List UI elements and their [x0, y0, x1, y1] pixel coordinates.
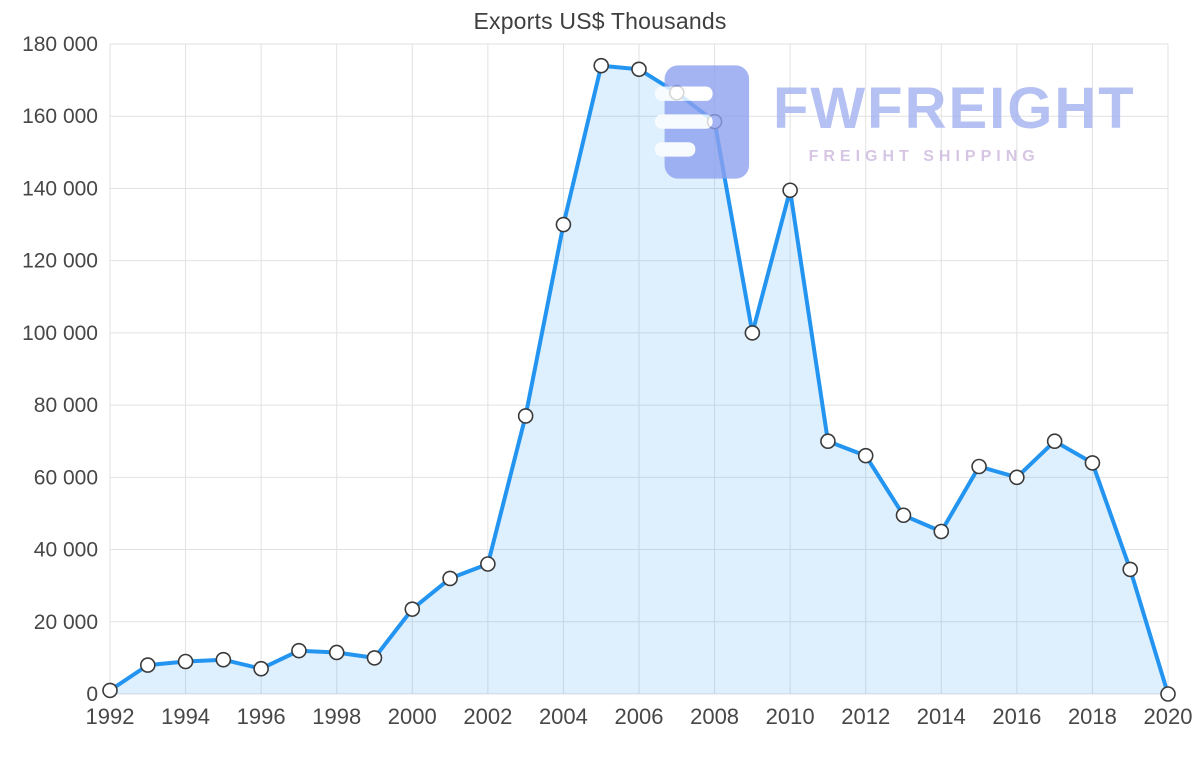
- svg-text:1994: 1994: [161, 704, 210, 729]
- svg-text:60 000: 60 000: [34, 466, 98, 489]
- svg-text:2018: 2018: [1068, 704, 1117, 729]
- svg-text:2000: 2000: [388, 704, 437, 729]
- svg-text:2008: 2008: [690, 704, 739, 729]
- svg-text:2002: 2002: [463, 704, 512, 729]
- svg-text:0: 0: [86, 683, 98, 706]
- series-area: [110, 65, 1168, 694]
- svg-text:1992: 1992: [86, 704, 135, 729]
- svg-text:2014: 2014: [917, 704, 966, 729]
- gridlines: [109, 43, 1169, 695]
- svg-text:80 000: 80 000: [34, 394, 98, 417]
- svg-text:40 000: 40 000: [34, 539, 98, 562]
- svg-text:120 000: 120 000: [22, 250, 98, 273]
- svg-text:2010: 2010: [766, 704, 815, 729]
- svg-text:140 000: 140 000: [22, 177, 98, 200]
- svg-text:2016: 2016: [992, 704, 1041, 729]
- chart-title: Exports US$ Thousands: [473, 8, 727, 34]
- svg-text:2006: 2006: [615, 704, 664, 729]
- svg-text:180 000: 180 000: [22, 33, 98, 56]
- svg-text:2012: 2012: [841, 704, 890, 729]
- svg-text:2004: 2004: [539, 704, 588, 729]
- svg-text:100 000: 100 000: [22, 322, 98, 345]
- svg-text:1998: 1998: [312, 704, 361, 729]
- svg-text:160 000: 160 000: [22, 105, 98, 128]
- x-axis-labels: 1992 1994 1996 1998 2000 2002 2004 2006 2008 2010…: [86, 704, 1193, 729]
- svg-text:2020: 2020: [1144, 704, 1193, 729]
- svg-text:20 000: 20 000: [34, 611, 98, 634]
- svg-text:1996: 1996: [237, 704, 286, 729]
- y-axis-labels: 0 20 000 40 000 60 000 80 000 100 000 120 000 1…: [22, 33, 98, 706]
